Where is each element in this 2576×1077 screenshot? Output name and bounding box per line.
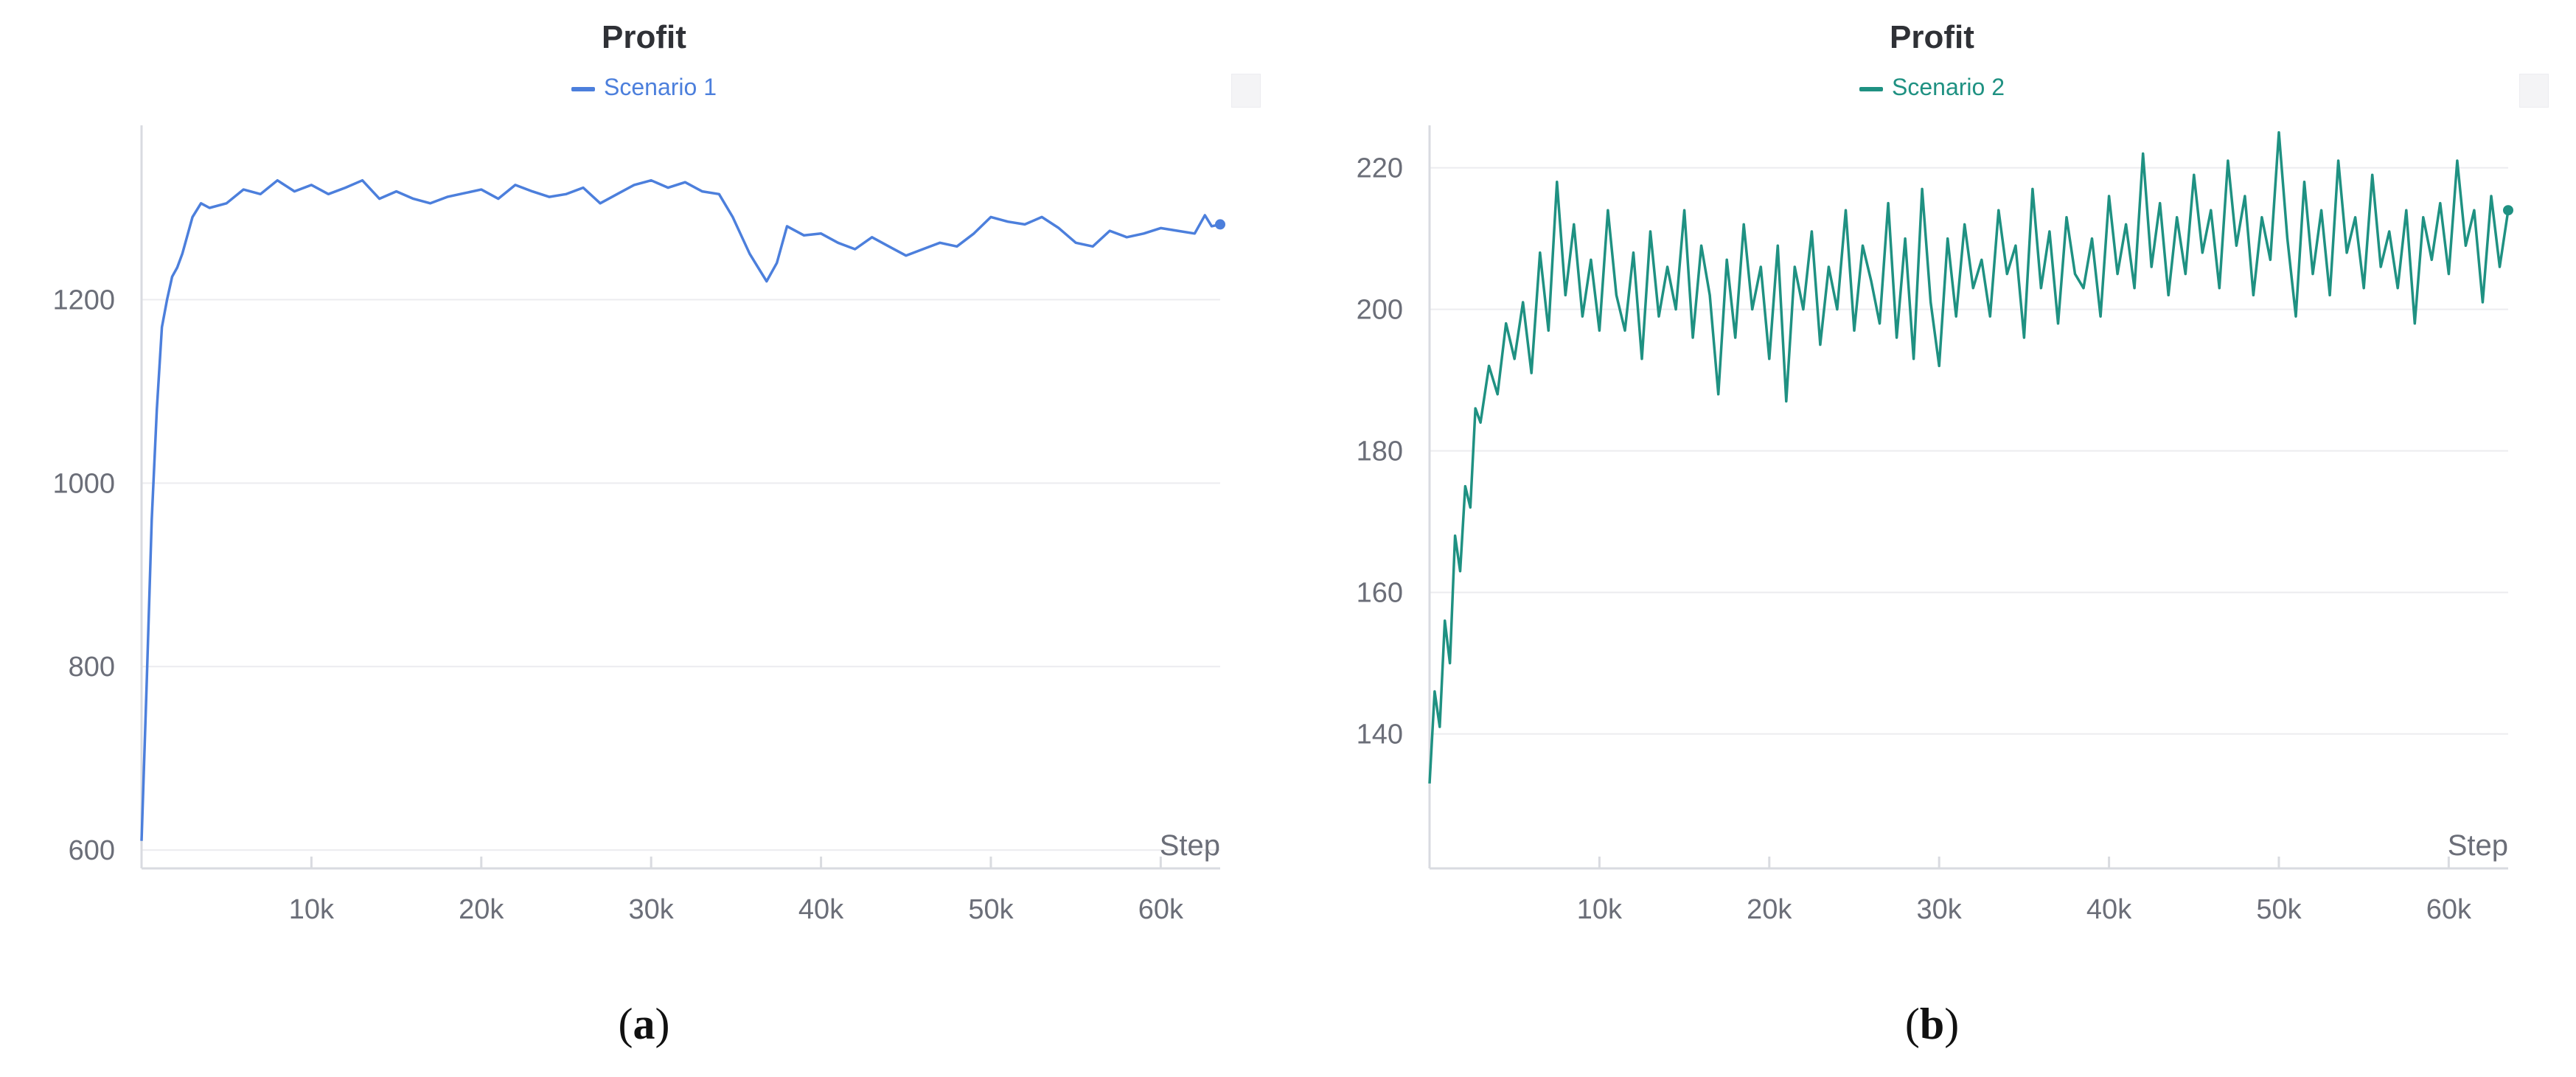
- y-tick-label: 140: [1357, 719, 1403, 750]
- x-axis-label: Step: [1160, 829, 1220, 862]
- chart-title: Profit: [602, 19, 686, 55]
- y-tick-label: 1000: [52, 468, 115, 499]
- x-tick-label: 20k: [459, 894, 504, 925]
- panel-menu-handle[interactable]: [1231, 74, 1261, 108]
- panel-caption: (b): [1904, 1000, 1960, 1048]
- x-tick-label: 40k: [2086, 894, 2132, 925]
- x-tick-label: 60k: [2426, 894, 2472, 925]
- legend-label: Scenario 2: [1892, 74, 2005, 100]
- chart-panel-b: Profit Scenario 2 140 160 180 200 220 10k 20k 3…: [1288, 0, 2576, 1077]
- y-tick-label: 160: [1357, 578, 1403, 609]
- y-tick-label: 220: [1357, 153, 1403, 184]
- x-tick-label: 50k: [2256, 894, 2302, 925]
- legend: Scenario 1: [0, 74, 1288, 101]
- legend-swatch: [571, 86, 595, 91]
- chart-title: Profit: [1890, 19, 1974, 55]
- line-chart-a: 600 800 1000 1200 10k 20k 30k 40k 50k 60k Step: [52, 125, 1225, 925]
- legend-label: Scenario 1: [604, 74, 717, 100]
- x-tick-label: 20k: [1747, 894, 1792, 925]
- line-chart-b: 140 160 180 200 220 10k 20k 30k 40k 50k 60k Step: [1357, 125, 2513, 925]
- legend-swatch: [1859, 86, 1883, 91]
- x-tick-label: 30k: [1917, 894, 1963, 925]
- series-end-point: [1215, 219, 1225, 230]
- panel-caption: (a): [618, 1000, 670, 1048]
- series-line-1: [140, 178, 1221, 841]
- y-tick-label: 600: [69, 835, 115, 866]
- y-tick-label: 800: [69, 652, 115, 683]
- y-tick-label: 1200: [52, 285, 115, 316]
- x-tick-label: 50k: [968, 894, 1014, 925]
- x-tick-label: 10k: [289, 894, 335, 925]
- series-end-point: [2503, 205, 2513, 216]
- series-line-1: [1428, 130, 2510, 784]
- x-tick-label: 40k: [798, 894, 844, 925]
- y-tick-label: 180: [1357, 436, 1403, 467]
- panel-menu-handle[interactable]: [2519, 74, 2549, 108]
- x-axis-label: Step: [2448, 829, 2508, 862]
- legend: Scenario 2: [1288, 74, 2576, 101]
- chart-panel-a: Profit Scenario 1 600 800 1000 1200 10k 20k 30…: [0, 19, 1288, 1048]
- x-tick-label: 30k: [629, 894, 675, 925]
- x-tick-label: 10k: [1577, 894, 1623, 925]
- y-tick-label: 200: [1357, 295, 1403, 326]
- x-tick-label: 60k: [1138, 894, 1184, 925]
